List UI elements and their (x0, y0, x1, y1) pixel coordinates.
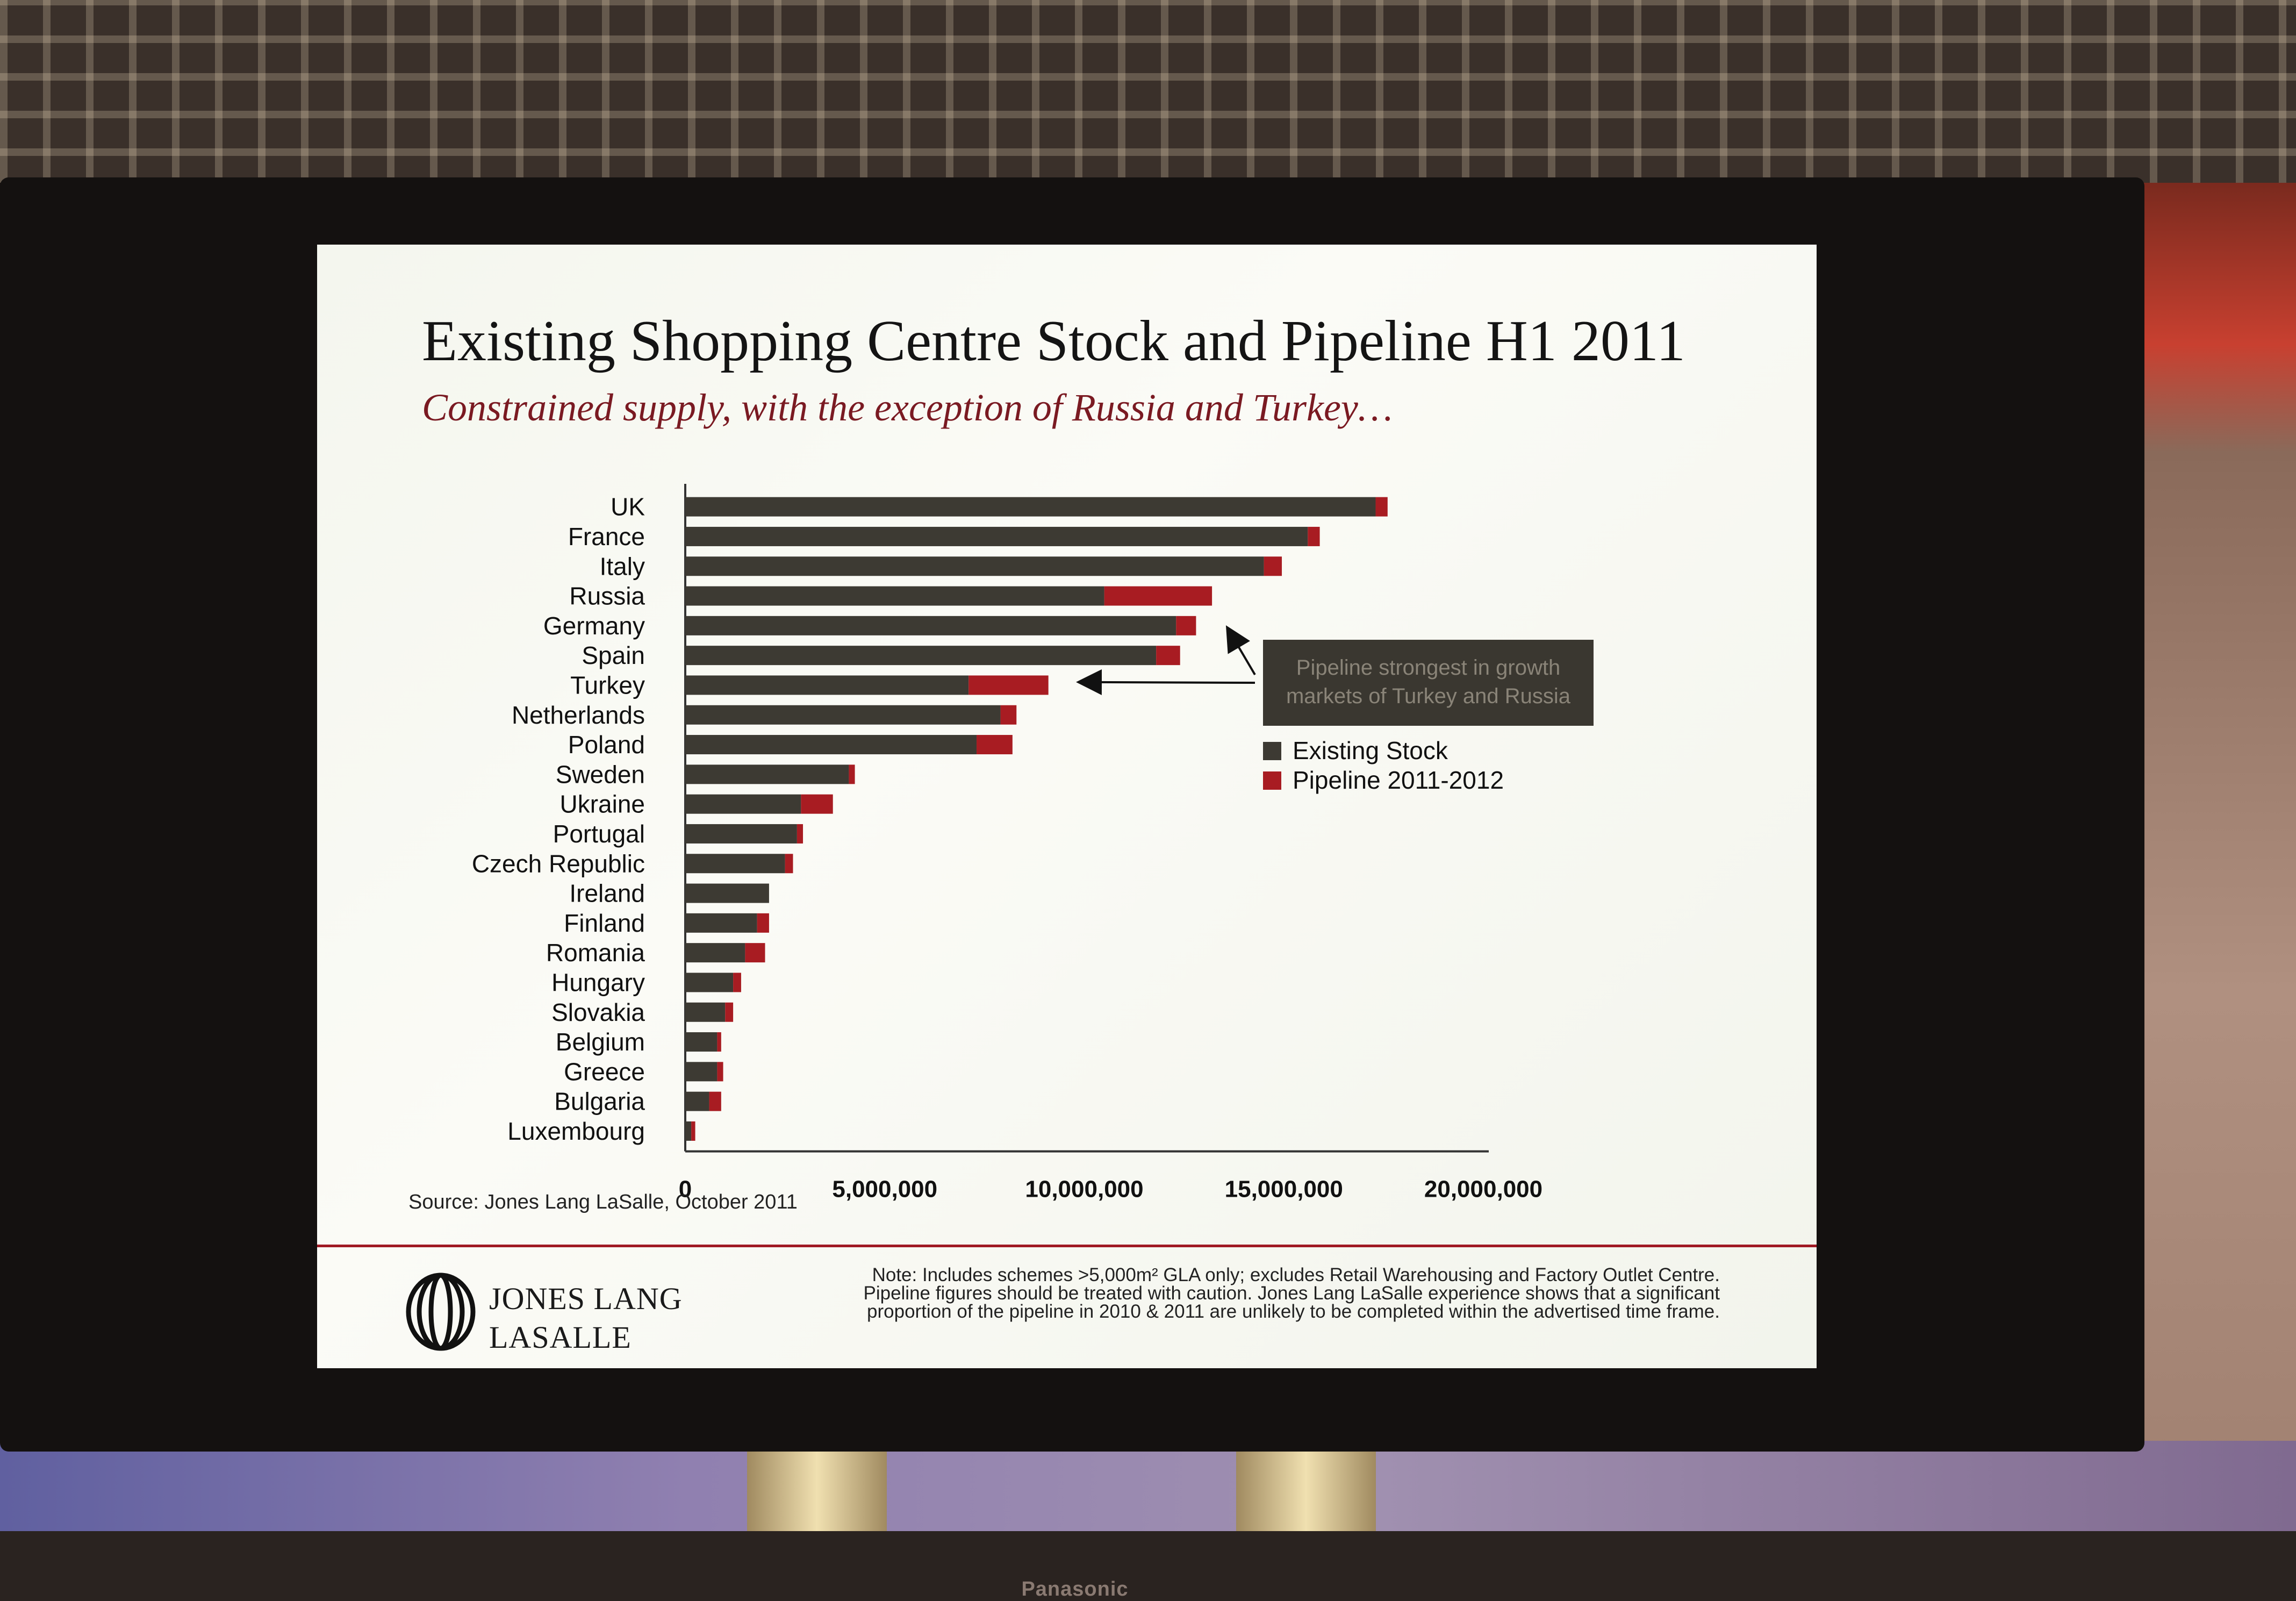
category-label: Greece (564, 1057, 645, 1085)
jll-logo-icon (406, 1273, 476, 1351)
bar-pipeline (1000, 705, 1017, 725)
bar-pipeline (849, 764, 855, 784)
footer-divider (317, 1245, 1817, 1247)
category-label: UK (611, 493, 645, 521)
bar-pipeline (757, 913, 769, 933)
room-floor (0, 1441, 2296, 1531)
bar-chart: UKFranceItalyRussiaGermanySpainTurkeyNet… (472, 484, 1594, 1203)
bar-pipeline (745, 943, 765, 963)
bar-existing-stock (685, 824, 797, 844)
company-logo-text: JONES LANG LASALLE (489, 1280, 683, 1357)
chart-source: Source: Jones Lang LaSalle, October 2011 (408, 1191, 798, 1213)
category-label: Czech Republic (472, 849, 645, 877)
bar-existing-stock (685, 705, 1001, 725)
bar-pipeline (1156, 646, 1180, 666)
bar-existing-stock (685, 1002, 726, 1022)
bar-pipeline (733, 973, 741, 992)
x-tick-label: 0 (679, 1176, 692, 1203)
bar-pipeline (709, 1091, 721, 1111)
annotation-arrow-turkey (1076, 669, 1255, 695)
annotation-arrow-russia (1225, 625, 1256, 676)
bar-pipeline (1176, 616, 1196, 635)
legend-swatch (1263, 771, 1281, 790)
slide-title: Existing Shopping Centre Stock and Pipel… (422, 309, 1685, 373)
bar-pipeline (801, 794, 833, 814)
bar-existing-stock (685, 616, 1176, 635)
legend-label: Pipeline 2011-2012 (1293, 766, 1504, 794)
bar-existing-stock (685, 854, 785, 874)
category-label: Turkey (570, 671, 645, 699)
bar-existing-stock (685, 1062, 718, 1082)
category-label: Poland (568, 731, 645, 759)
bar-existing-stock (685, 675, 969, 695)
category-label: Luxembourg (507, 1117, 645, 1145)
bar-pipeline (797, 824, 803, 844)
bar-pipeline (1264, 556, 1282, 576)
bar-existing-stock (685, 1032, 718, 1052)
annotation-text: Pipeline strongest in growth (1296, 656, 1560, 680)
slide-screen: Existing Shopping Centre Stock and Pipel… (317, 245, 1817, 1368)
bar-pipeline (785, 854, 793, 874)
bar-pipeline (977, 735, 1013, 755)
bar-pipeline (1104, 586, 1212, 606)
bar-existing-stock (685, 1121, 692, 1141)
category-label: Ireland (569, 880, 645, 907)
bar-pipeline (725, 1002, 734, 1022)
x-tick-label: 20,000,000 (1424, 1176, 1542, 1203)
bar-existing-stock (685, 735, 977, 755)
room-wall-right (2118, 183, 2296, 1531)
legend-label: Existing Stock (1293, 737, 1448, 764)
footnote: Note: Includes schemes >5,000m² GLA only… (863, 1264, 1720, 1322)
bar-existing-stock (685, 586, 1104, 606)
x-tick-label: 15,000,000 (1225, 1176, 1343, 1203)
bar-pipeline (1375, 497, 1388, 517)
logo-line-2: LASALLE (489, 1320, 632, 1355)
x-tick-label: 5,000,000 (832, 1176, 937, 1203)
slide-subtitle: Constrained supply, with the exception o… (422, 386, 1393, 429)
bar-existing-stock (685, 794, 801, 814)
category-label: Netherlands (512, 701, 645, 729)
annotation-box (1263, 640, 1594, 726)
bar-existing-stock (685, 943, 745, 963)
bar-pipeline (1308, 526, 1320, 546)
bar-existing-stock (685, 526, 1308, 546)
bar-existing-stock (685, 883, 769, 903)
category-label: Hungary (551, 968, 645, 996)
category-label: Finland (564, 909, 645, 937)
annotation-text: markets of Turkey and Russia (1286, 684, 1571, 708)
category-label: Ukraine (559, 790, 645, 818)
category-label: Slovakia (551, 998, 645, 1026)
bar-pipeline (691, 1121, 695, 1141)
category-label: Belgium (556, 1028, 645, 1056)
bar-existing-stock (685, 913, 757, 933)
bar-existing-stock (685, 497, 1376, 517)
bar-existing-stock (685, 646, 1157, 666)
category-label: Italy (600, 552, 645, 580)
bar-pipeline (717, 1032, 721, 1052)
stand-post-left (747, 1441, 887, 1531)
bar-existing-stock (685, 973, 734, 992)
bar-pipeline (968, 675, 1049, 695)
ceiling-grid (0, 0, 2296, 194)
monitor-brand: Panasonic (1021, 1578, 1129, 1600)
logo-line-1: JONES LANG (489, 1281, 683, 1316)
bar-pipeline (717, 1062, 723, 1082)
category-label: Bulgaria (554, 1088, 645, 1116)
category-label: Russia (569, 582, 645, 610)
x-tick-label: 10,000,000 (1025, 1176, 1143, 1203)
bar-existing-stock (685, 764, 849, 784)
bar-existing-stock (685, 556, 1264, 576)
stand-post-right (1236, 1441, 1376, 1531)
category-label: France (568, 523, 645, 551)
category-label: Germany (543, 612, 645, 640)
category-label: Portugal (553, 820, 645, 848)
bar-existing-stock (685, 1091, 709, 1111)
category-label: Sweden (556, 760, 645, 788)
category-label: Spain (582, 641, 645, 669)
legend-swatch (1263, 742, 1281, 760)
category-label: Romania (546, 939, 645, 967)
